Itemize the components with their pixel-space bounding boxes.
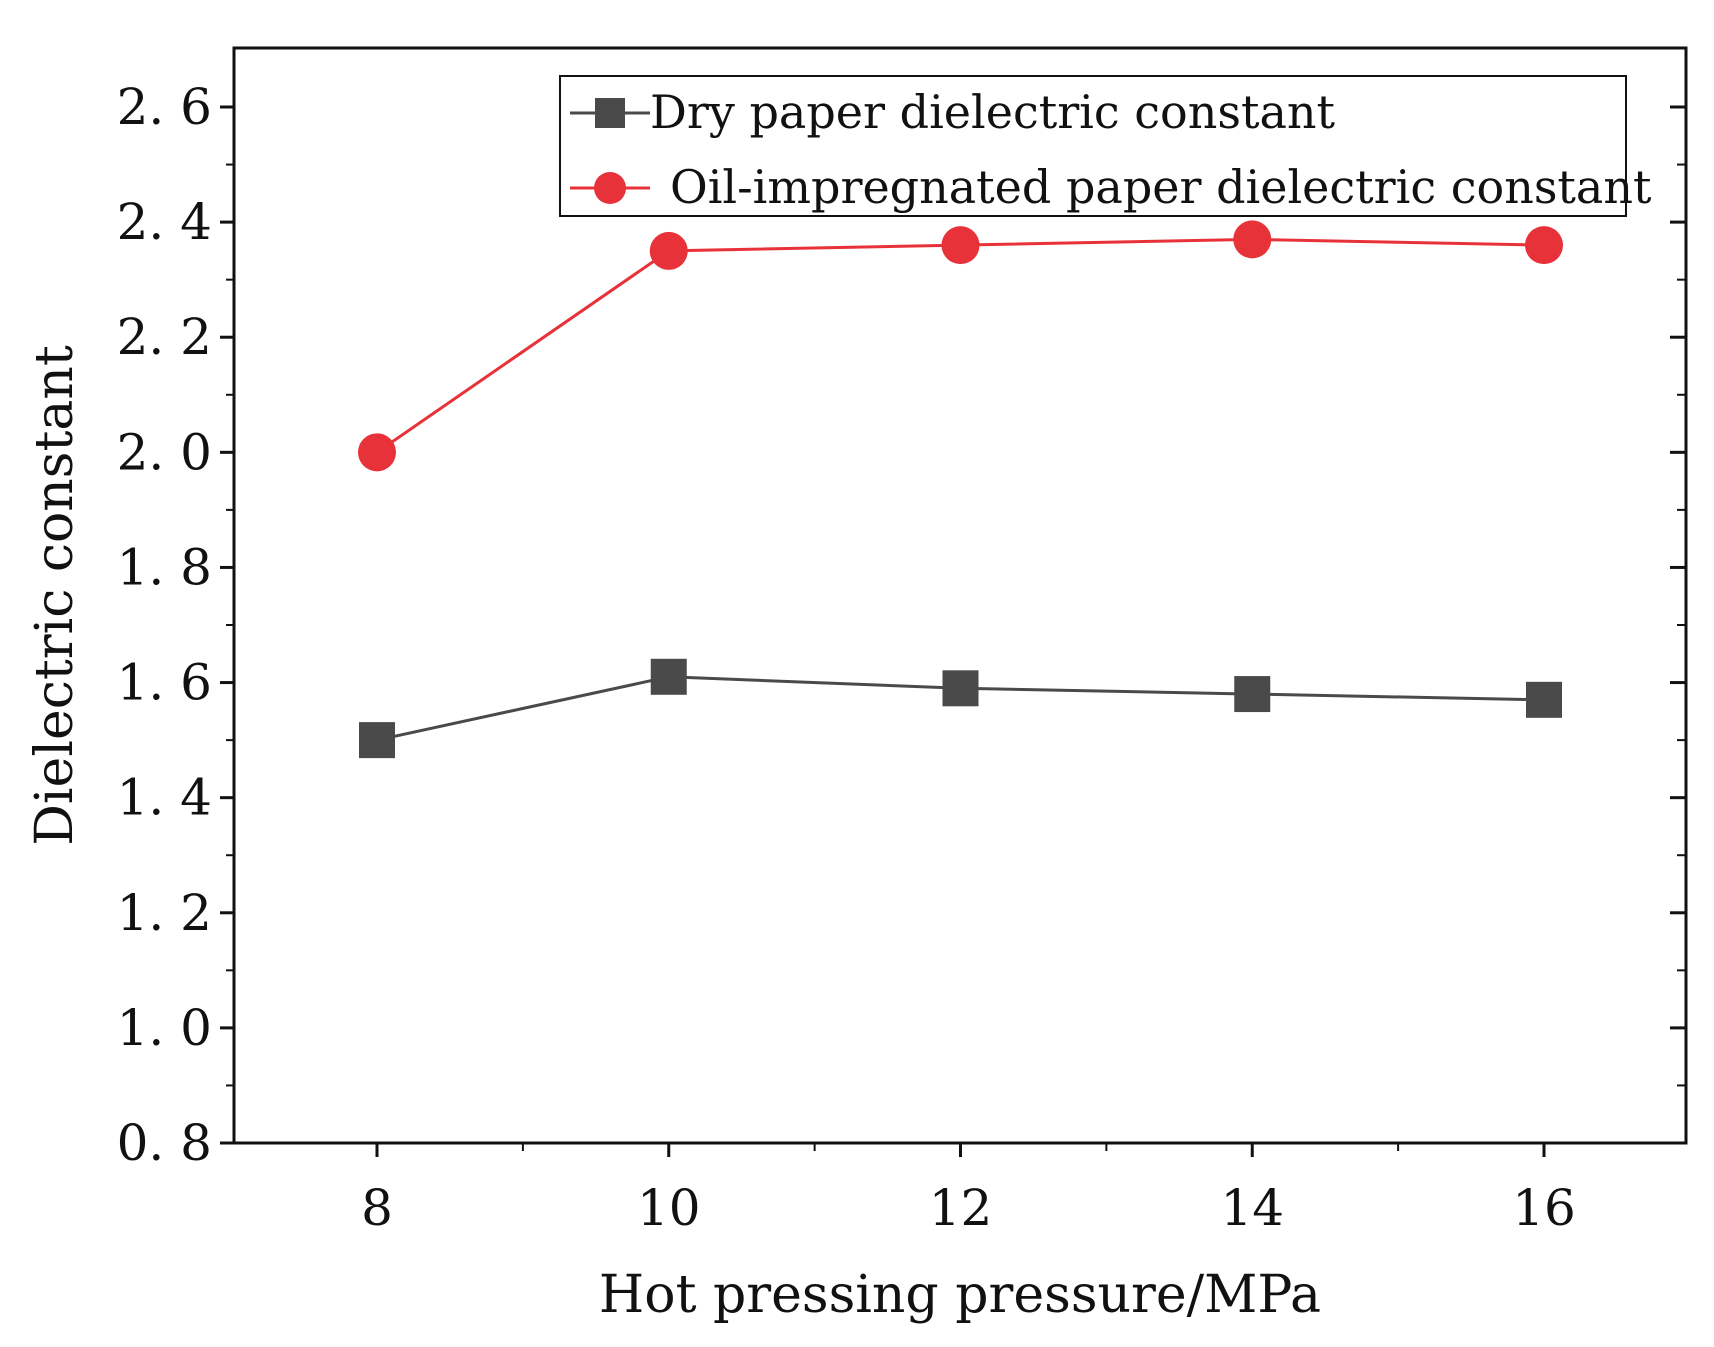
legend-label-1: Dry paper dielectric constant: [650, 85, 1336, 139]
x-tick-label: 16: [1512, 1179, 1576, 1237]
axis-ticks: 0. 8 1. 0 1. 2 1. 4 1. 6 1. 8 2. 0 2. 2 2. 4 2. 6…: [117, 78, 1686, 1237]
y-tick-label: 1. 0: [117, 999, 212, 1057]
legend-marker-circle: [594, 172, 626, 204]
data-point-circle: [1233, 220, 1272, 259]
x-tick-label: 12: [929, 1179, 993, 1237]
data-point-circle: [358, 433, 396, 472]
y-tick-label: 2. 4: [117, 193, 212, 251]
x-tick-label: 10: [637, 1179, 701, 1237]
y-axis-title: Dielectric constant: [25, 345, 85, 846]
data-point-circle: [1525, 226, 1563, 265]
y-tick-label: 1. 4: [117, 769, 212, 827]
data-point-circle: [649, 231, 688, 270]
data-point-square: [650, 658, 687, 695]
x-tick-label: 14: [1220, 1179, 1284, 1237]
legend-label-2: Oil-impregnated paper dielectric constan…: [670, 160, 1652, 214]
plot-frame: [232, 46, 1688, 1145]
legend: Dry paper dielectric constant Oil-impregn…: [559, 75, 1652, 217]
y-tick-label: 2. 2: [117, 308, 212, 366]
y-tick-label: 2. 0: [117, 423, 212, 481]
x-tick-label: 8: [361, 1179, 393, 1237]
data-point-square: [1234, 676, 1271, 713]
series-line-2: [376, 237, 1545, 454]
data-point-circle: [941, 226, 980, 265]
legend-box: [559, 75, 1627, 217]
legend-items: Dry paper dielectric constant Oil-impregn…: [570, 85, 1652, 214]
series-layer: [358, 220, 1563, 759]
y-tick-label: 1. 6: [117, 654, 212, 712]
legend-marker-square: [595, 98, 625, 128]
y-tick-label: 1. 2: [117, 884, 212, 942]
data-point-square: [942, 670, 979, 707]
y-tick-label: 1. 8: [117, 538, 212, 596]
y-tick-label: 0. 8: [117, 1114, 212, 1172]
data-point-square: [1526, 681, 1562, 718]
x-axis-title: Hot pressing pressure/MPa: [599, 1265, 1321, 1325]
data-point-square: [359, 722, 395, 759]
y-tick-label: 2. 6: [117, 78, 212, 136]
